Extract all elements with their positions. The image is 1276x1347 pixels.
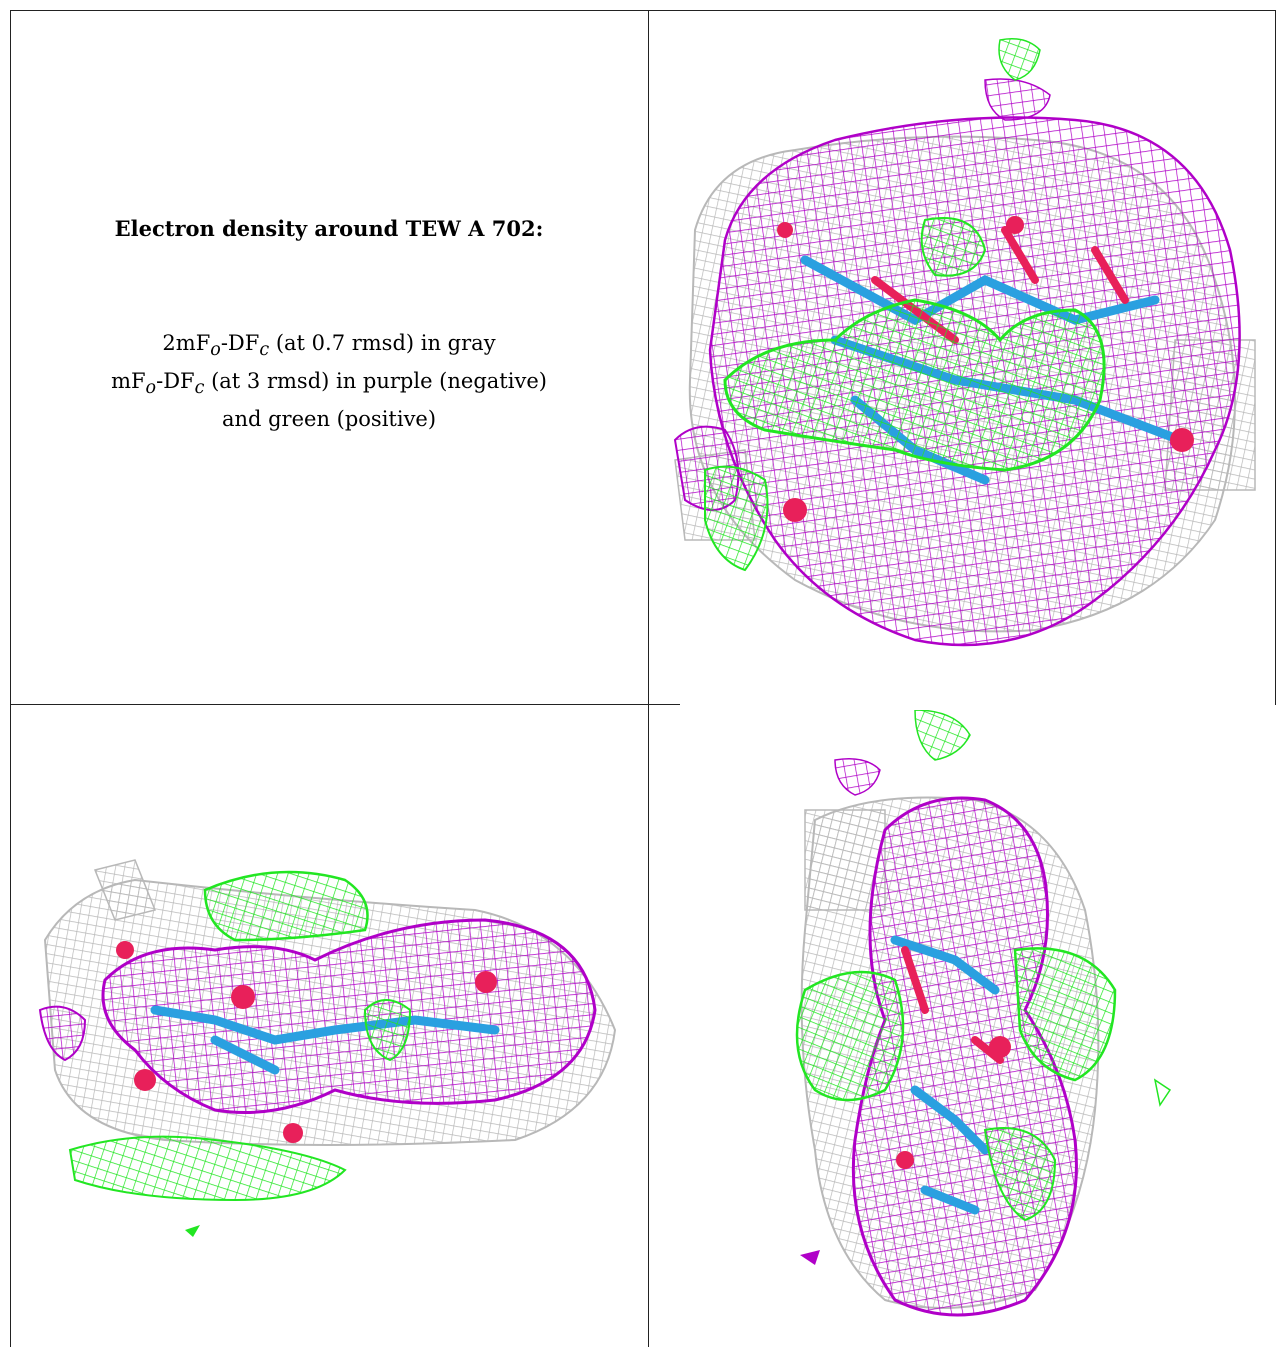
legend-purple-sub-c: c — [194, 378, 205, 399]
legend-gray-sub-o: o — [210, 340, 221, 361]
density-view-bottom-left — [15, 710, 643, 1340]
frame-top — [10, 10, 1276, 11]
legend-purple-suffix: (at 3 rmsd) in purple (negative) — [204, 369, 547, 394]
purple-mesh — [38, 918, 597, 1114]
frame-middle-horizontal — [10, 704, 680, 705]
legend-gray-suffix: (at 0.7 rmsd) in gray — [269, 331, 496, 355]
green-mesh-top — [203, 870, 369, 942]
legend-gray-prefix: 2mF — [162, 331, 211, 355]
density-view-bottom-left-svg — [38, 859, 617, 1237]
density-view-top-right-svg — [673, 38, 1256, 647]
legend-line-gray: 2mFo-DFc (at 0.7 rmsd) in gray — [10, 328, 648, 366]
caption-legend: 2mFo-DFc (at 0.7 rmsd) in gray mFo-DFc (… — [10, 328, 648, 435]
legend-line-purple: mFo-DFc (at 3 rmsd) in purple (negative) — [10, 366, 648, 404]
density-view-top-right — [655, 20, 1270, 700]
legend-gray-mid: -DF — [220, 331, 260, 355]
atoms — [890, 935, 1011, 1215]
legend-purple-mid: -DF — [156, 369, 195, 394]
frame-left — [10, 10, 11, 1347]
green-mesh — [795, 710, 1172, 1222]
green-mesh — [704, 38, 1106, 572]
density-view-bottom-right-svg — [795, 710, 1172, 1317]
density-view-bottom-right — [655, 710, 1270, 1340]
frame-middle-vertical — [648, 10, 649, 1347]
legend-purple-sub-o: o — [145, 378, 157, 399]
caption-title: Electron density around TEW A 702: — [114, 216, 544, 241]
caption-cell: Electron density around TEW A 702: 2mFo-… — [10, 10, 648, 703]
legend-gray-sub-c: c — [259, 340, 270, 361]
legend-purple-prefix: mF — [111, 369, 146, 394]
atoms — [116, 941, 500, 1143]
legend-line-green: and green (positive) — [221, 407, 437, 432]
green-mesh-bottom — [68, 999, 412, 1237]
